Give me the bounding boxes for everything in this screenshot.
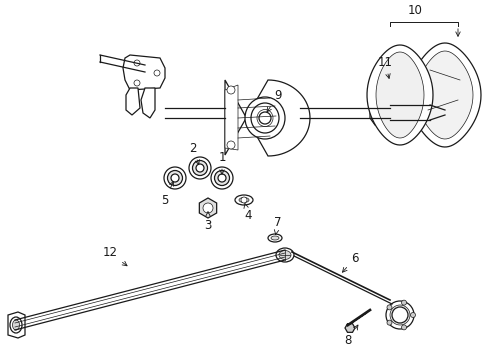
Ellipse shape — [257, 109, 272, 126]
Polygon shape — [375, 52, 423, 138]
Polygon shape — [345, 324, 354, 332]
Text: 5: 5 — [161, 181, 173, 207]
Ellipse shape — [267, 234, 282, 242]
Circle shape — [385, 109, 393, 117]
Ellipse shape — [250, 103, 279, 133]
Ellipse shape — [189, 157, 210, 179]
Circle shape — [259, 112, 270, 124]
Ellipse shape — [279, 251, 290, 260]
Ellipse shape — [13, 320, 20, 330]
Ellipse shape — [239, 198, 248, 202]
Polygon shape — [224, 80, 309, 156]
Circle shape — [226, 141, 235, 149]
Ellipse shape — [171, 174, 179, 182]
Ellipse shape — [167, 171, 182, 185]
Polygon shape — [369, 97, 414, 125]
Polygon shape — [408, 43, 480, 147]
Circle shape — [203, 203, 213, 213]
Text: 4: 4 — [244, 203, 251, 221]
Circle shape — [391, 307, 407, 323]
Polygon shape — [416, 51, 472, 139]
Ellipse shape — [10, 317, 22, 333]
Text: 12: 12 — [102, 247, 127, 266]
Ellipse shape — [270, 236, 279, 240]
Circle shape — [241, 197, 246, 203]
Circle shape — [401, 325, 406, 330]
Text: 3: 3 — [204, 212, 211, 231]
Polygon shape — [199, 198, 216, 218]
Circle shape — [401, 300, 406, 305]
Ellipse shape — [244, 97, 285, 139]
Text: 9: 9 — [266, 89, 281, 112]
Text: 6: 6 — [342, 252, 358, 272]
Ellipse shape — [210, 167, 232, 189]
Text: 11: 11 — [377, 55, 392, 78]
Polygon shape — [366, 45, 432, 145]
Polygon shape — [224, 85, 238, 150]
Text: 2: 2 — [189, 141, 199, 165]
Ellipse shape — [385, 301, 413, 329]
Circle shape — [386, 305, 391, 310]
Text: 7: 7 — [274, 216, 281, 234]
Text: 10: 10 — [407, 4, 422, 17]
Circle shape — [134, 80, 140, 86]
Ellipse shape — [218, 174, 225, 182]
Ellipse shape — [214, 171, 229, 185]
Text: 8: 8 — [344, 325, 357, 346]
Polygon shape — [126, 88, 140, 115]
Ellipse shape — [192, 161, 207, 176]
Circle shape — [226, 86, 235, 94]
Polygon shape — [8, 312, 25, 338]
Ellipse shape — [163, 167, 185, 189]
Ellipse shape — [235, 195, 252, 205]
Ellipse shape — [275, 248, 293, 262]
Polygon shape — [123, 55, 164, 90]
Ellipse shape — [389, 305, 409, 325]
Circle shape — [409, 312, 415, 318]
Circle shape — [386, 320, 391, 325]
Polygon shape — [141, 88, 155, 118]
Text: 1: 1 — [218, 150, 225, 174]
Circle shape — [154, 70, 160, 76]
Circle shape — [134, 60, 140, 66]
Ellipse shape — [196, 164, 203, 172]
